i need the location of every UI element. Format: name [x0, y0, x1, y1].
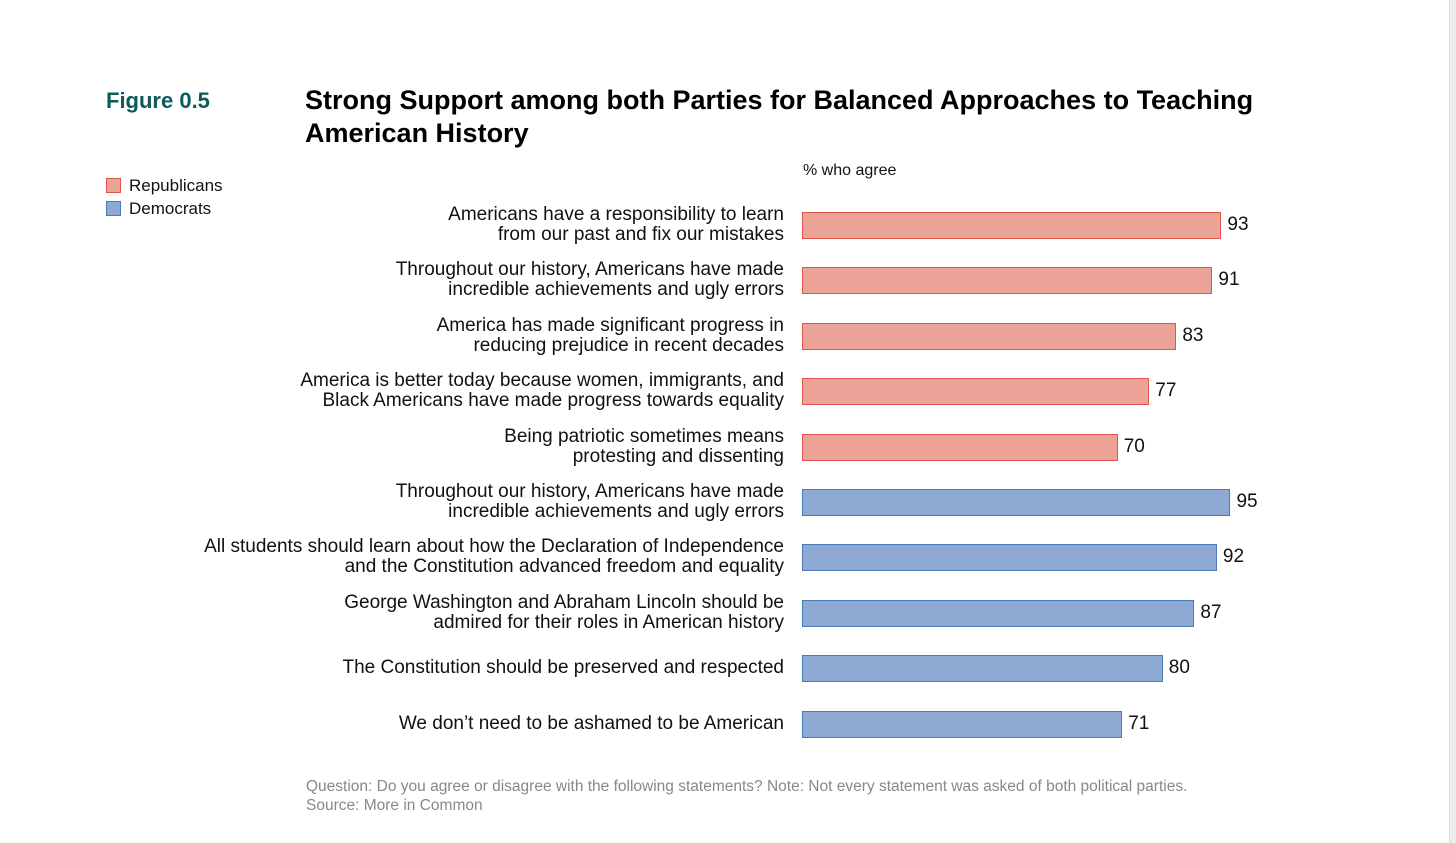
- bar-democrats: [802, 599, 1195, 627]
- data-label: 91: [1218, 269, 1240, 291]
- footnote-question: Question: Do you agree or disagree with …: [306, 778, 1188, 795]
- category-label: Americans have a responsibility to learn…: [448, 204, 784, 245]
- bar-democrats: [802, 655, 1163, 683]
- category-label: Being patriotic sometimes means protestin…: [504, 425, 784, 467]
- legend: Republicans Democrats: [106, 174, 223, 220]
- category-label: America is better today because women, i…: [300, 370, 784, 412]
- bar-republicans: [802, 267, 1213, 295]
- legend-swatch-republicans: [106, 178, 121, 193]
- category-label: Throughout our history, Americans have m…: [395, 259, 784, 301]
- chart-title: Strong Support among both Parties for Ba…: [305, 85, 1254, 148]
- scrollbar-edge: [1449, 0, 1456, 843]
- legend-label: Democrats: [129, 198, 212, 218]
- category-label: America has made significant progress in…: [436, 314, 784, 356]
- axis-label: % who agree: [803, 162, 897, 179]
- bar-republicans: [802, 212, 1222, 239]
- footnote: Question: Do you agree or disagree with …: [306, 777, 1187, 815]
- bar-democrats: [802, 710, 1123, 738]
- bar-democrats: [802, 544, 1217, 572]
- data-label: 83: [1182, 324, 1204, 346]
- legend-label: Republicans: [129, 175, 223, 195]
- bar-republicans: [802, 378, 1150, 406]
- data-label: 87: [1200, 601, 1222, 623]
- data-label: 70: [1123, 435, 1145, 457]
- category-label: Throughout our history, Americans have m…: [395, 481, 784, 522]
- data-label: 77: [1155, 380, 1177, 402]
- legend-item-republicans: Republicans: [106, 174, 223, 197]
- bar-republicans: [802, 322, 1177, 350]
- bar-democrats: [802, 489, 1231, 516]
- legend-swatch-democrats: [106, 201, 121, 216]
- bar-republicans: [802, 433, 1118, 461]
- figure-label: Figure 0.5: [106, 88, 210, 113]
- data-label: 95: [1236, 491, 1258, 512]
- data-label: 71: [1128, 712, 1150, 734]
- footnote-source: Source: More in Common: [306, 797, 483, 814]
- data-label: 93: [1227, 214, 1249, 235]
- data-label: 92: [1222, 546, 1245, 568]
- category-label: All students should learn about how the …: [204, 536, 784, 578]
- data-label: 80: [1168, 657, 1190, 679]
- category-label: We don’t need to be ashamed to be Americ…: [398, 712, 784, 734]
- category-label: The Constitution should be preserved and…: [342, 657, 785, 679]
- legend-item-democrats: Democrats: [106, 197, 223, 220]
- category-label: George Washington and Abraham Lincoln sh…: [344, 591, 784, 633]
